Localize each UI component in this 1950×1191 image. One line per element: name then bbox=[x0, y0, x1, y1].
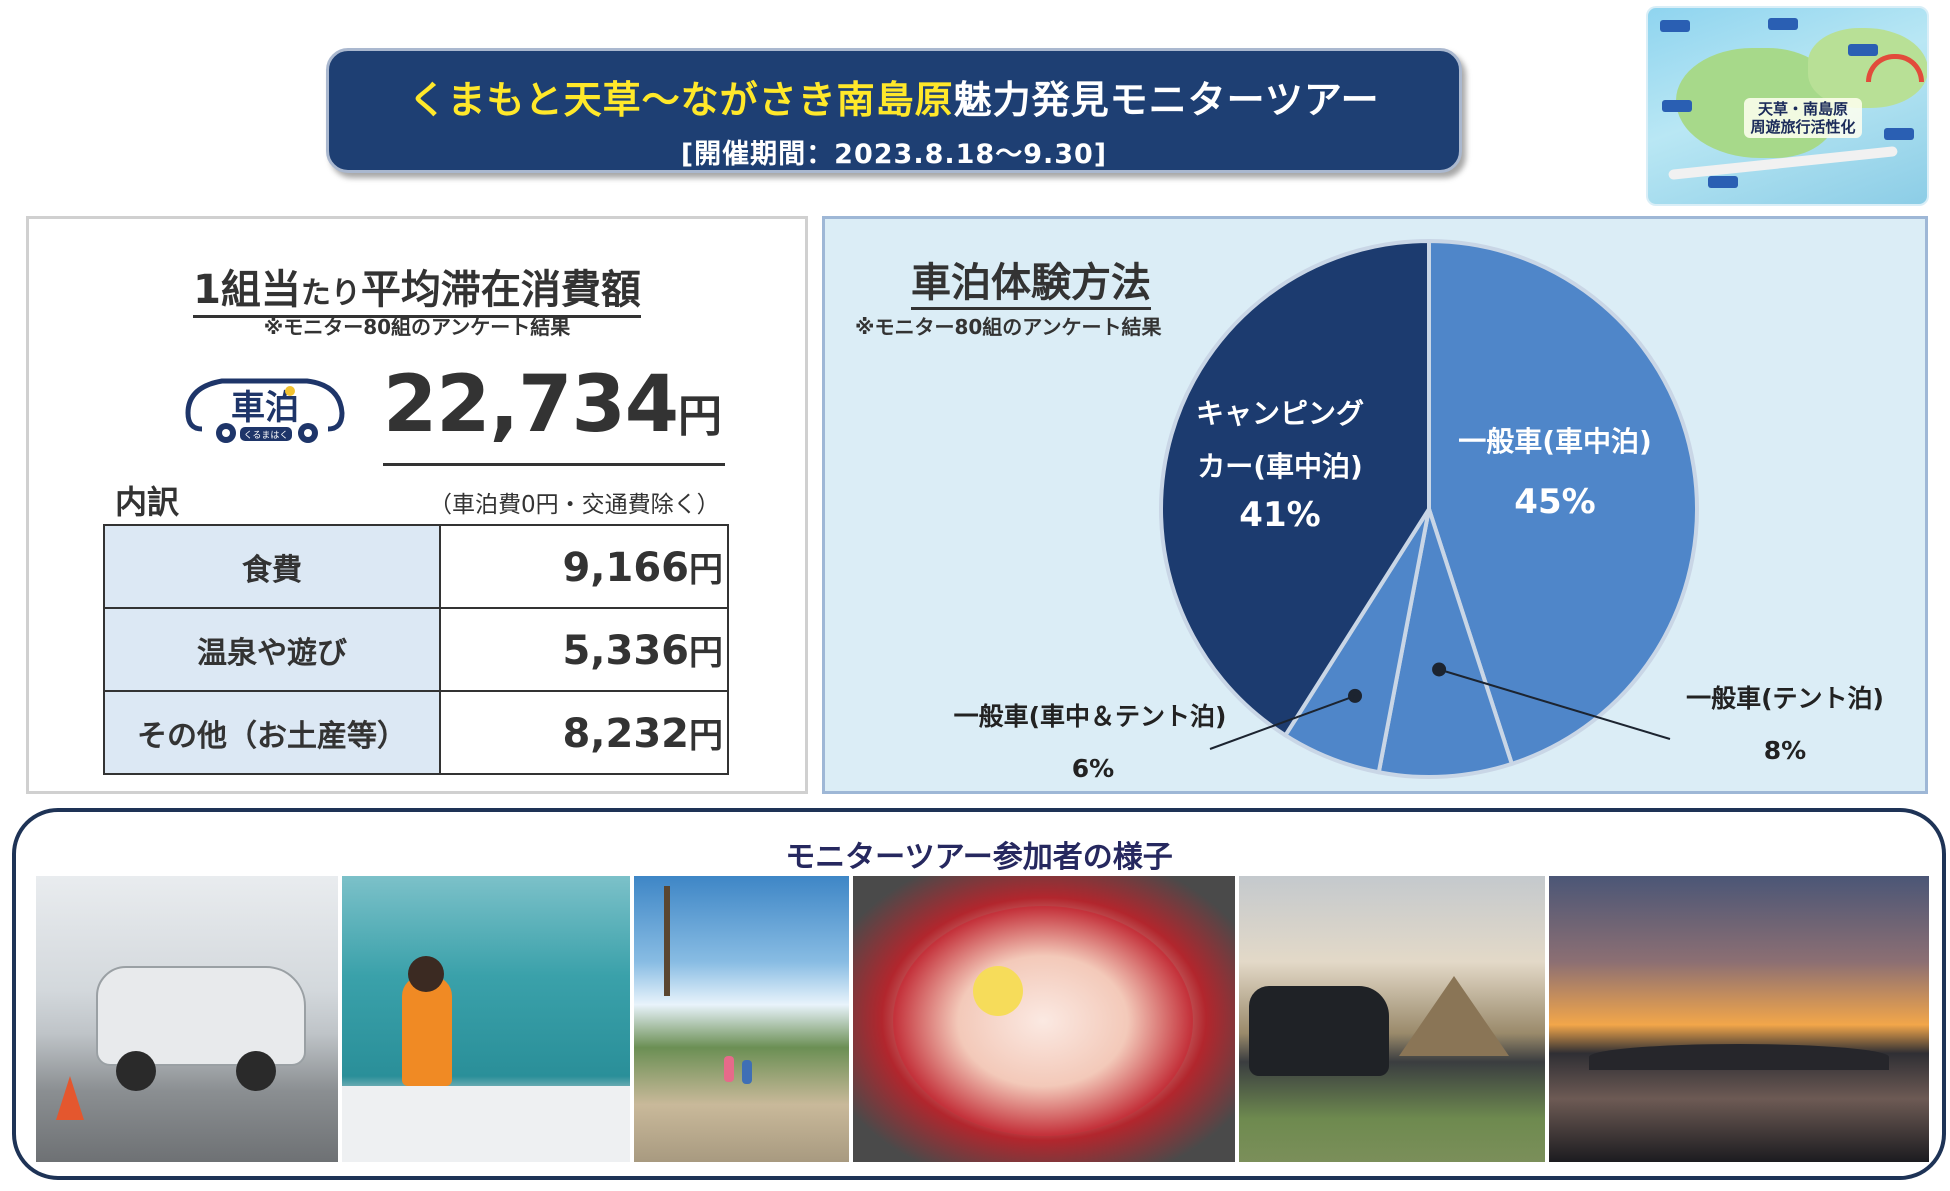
route-map-thumbnail: 天草・南島原 周遊旅行活性化 bbox=[1646, 6, 1929, 206]
total-amount: 22,734 bbox=[383, 360, 679, 450]
logo-subtext: くるまはく bbox=[244, 430, 289, 441]
map-tag-icon bbox=[1662, 100, 1692, 112]
category-cell: 温泉や遊び bbox=[103, 607, 441, 692]
amount-value: 8,232 bbox=[562, 711, 689, 757]
table-row: 食費 9,166円 bbox=[103, 524, 729, 609]
yen-unit: 円 bbox=[678, 391, 722, 442]
survey-note: ※モニター80組のアンケート結果 bbox=[263, 315, 571, 339]
event-period: [開催期間：2023.8.18～9.30] bbox=[680, 139, 1108, 170]
map-tag-icon bbox=[1848, 44, 1878, 56]
slice-value: 41% bbox=[1239, 495, 1320, 535]
category-cell: その他（お土産等） bbox=[103, 690, 441, 775]
title-small: たり bbox=[300, 276, 361, 311]
category-cell: 食費 bbox=[103, 524, 441, 609]
map-tag-icon bbox=[1708, 176, 1738, 188]
yen-unit: 円 bbox=[689, 633, 723, 673]
photo-sunset-coast bbox=[1549, 876, 1929, 1162]
spending-panel: 1組当たり平均滞在消費額 ※モニター80組のアンケート結果 車泊 くるまはく 2… bbox=[26, 216, 808, 794]
title-part2: 平均滞在消費額 bbox=[360, 267, 641, 318]
pie-slice bbox=[1376, 508, 1515, 779]
page-title: くまもと天草～ながさき南島原魅力発見モニターツアー bbox=[329, 69, 1459, 124]
slice-label: 一般車(車中＆テント泊) bbox=[954, 702, 1227, 731]
average-spending-total: 22,734円 bbox=[383, 359, 725, 466]
slice-value: 45% bbox=[1514, 482, 1595, 522]
vehicle-stay-chart-panel: 車泊体験方法 ※モニター80組のアンケート結果 一般車(車中泊) 45% キャンピン… bbox=[822, 216, 1928, 794]
chart-note: ※モニター80組のアンケート結果 bbox=[855, 315, 1162, 339]
yen-unit: 円 bbox=[689, 550, 723, 590]
table-row: 温泉や遊び 5,336円 bbox=[103, 607, 729, 692]
photo-tent-camping bbox=[1239, 876, 1545, 1162]
title-rest: 魅力発見モニターツアー bbox=[953, 78, 1380, 122]
leader-line bbox=[1209, 694, 1356, 750]
map-tag-icon bbox=[1884, 128, 1914, 140]
chart-title: 車泊体験方法 bbox=[911, 259, 1151, 310]
slice-label: カー(車中泊) bbox=[1197, 450, 1363, 483]
leader-dot bbox=[1432, 662, 1447, 677]
map-tag-icon bbox=[1768, 18, 1798, 30]
pie-slice bbox=[1159, 238, 1431, 739]
participant-photos-section: モニターツアー参加者の様子 bbox=[12, 808, 1946, 1180]
table-row: その他（お土産等） 8,232円 bbox=[103, 690, 729, 775]
photo-dolphin-watching bbox=[342, 876, 630, 1162]
amount-value: 5,336 bbox=[562, 628, 689, 674]
photo-children-park bbox=[634, 876, 849, 1162]
slice-label: 一般車(テント泊) bbox=[1686, 684, 1884, 713]
breakdown-table: 食費 9,166円 温泉や遊び 5,336円 その他（お土産等） 8,232円 bbox=[103, 524, 729, 775]
slice-value: 6% bbox=[1072, 754, 1114, 783]
amount-cell: 9,166円 bbox=[439, 524, 729, 609]
kurumahaku-logo: 車泊 くるまはく bbox=[185, 378, 345, 443]
pie-slice bbox=[1427, 238, 1699, 767]
map-label-line1: 天草・南島原 bbox=[1757, 100, 1848, 118]
map-label: 天草・南島原 周遊旅行活性化 bbox=[1744, 98, 1862, 138]
title-part1: 1組当 bbox=[193, 267, 301, 318]
amount-value: 9,166 bbox=[562, 545, 689, 591]
photo-camper-car bbox=[36, 876, 338, 1162]
photo-sashimi-platter bbox=[853, 876, 1235, 1162]
amount-cell: 5,336円 bbox=[439, 607, 729, 692]
title-banner: くまもと天草～ながさき南島原魅力発見モニターツアー [開催期間：2023.8.1… bbox=[326, 48, 1462, 173]
spending-title: 1組当たり平均滞在消費額 bbox=[29, 257, 805, 318]
title-highlight: くまもと天草～ながさき南島原 bbox=[408, 78, 954, 122]
breakdown-heading: 内訳 bbox=[115, 483, 180, 521]
photos-title: モニターツアー参加者の様子 bbox=[785, 840, 1173, 875]
map-label-line2: 周遊旅行活性化 bbox=[1750, 118, 1856, 136]
slice-label: キャンピング bbox=[1196, 397, 1364, 430]
breakdown-note: （車泊費0円・交通費除く） bbox=[429, 492, 720, 518]
slice-value: 8% bbox=[1764, 736, 1806, 765]
leader-line bbox=[1438, 668, 1671, 740]
map-tag-icon bbox=[1660, 20, 1690, 32]
slice-label: 一般車(車中泊) bbox=[1458, 425, 1652, 458]
yen-unit: 円 bbox=[689, 716, 723, 756]
amount-cell: 8,232円 bbox=[439, 690, 729, 775]
